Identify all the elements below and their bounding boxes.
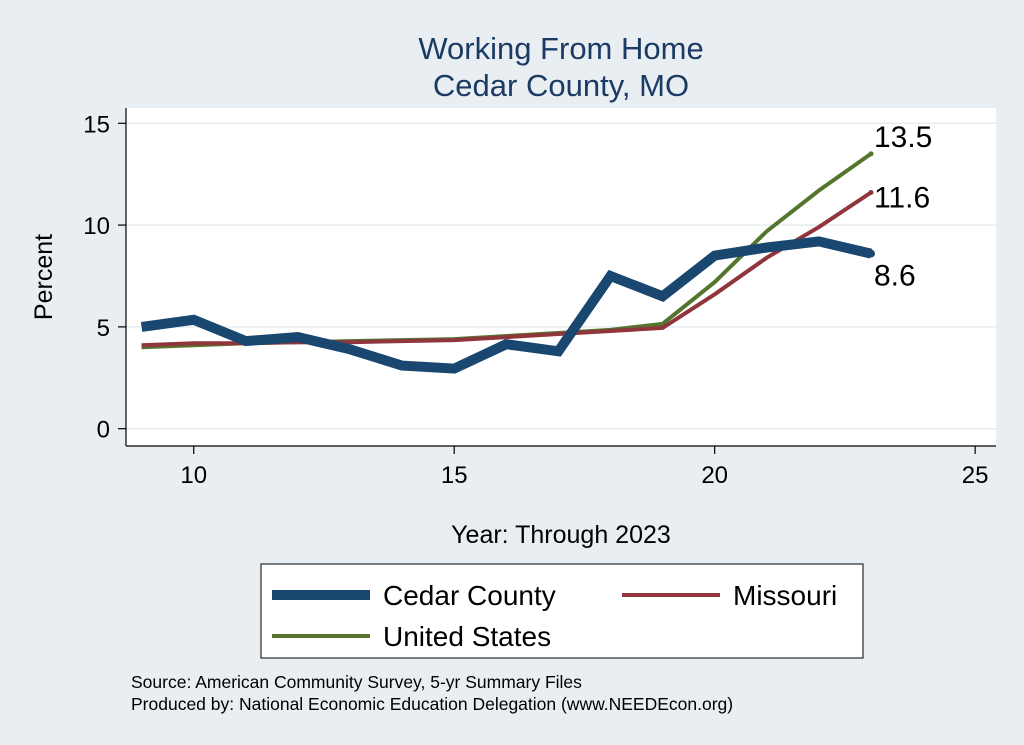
source-note: Source: American Community Survey, 5-yr … — [131, 672, 582, 692]
series-end-marker-united-states — [868, 151, 874, 157]
x-axis-title: Year: Through 2023 — [451, 521, 671, 549]
legend-label-missouri: Missouri — [733, 580, 837, 611]
chart-subtitle: Cedar County, MO — [433, 68, 689, 103]
plot-area — [126, 108, 996, 446]
legend-box — [260, 563, 864, 659]
y-axis-title: Percent — [30, 234, 58, 320]
end-label-missouri: 11.6 — [874, 182, 930, 215]
y-tick-label-5: 5 — [97, 315, 110, 342]
y-tick-label-10: 10 — [83, 213, 110, 240]
end-label-united-states: 13.5 — [874, 121, 932, 154]
legend: Cedar County Missouri United States — [272, 580, 837, 652]
end-label-cedar-county: 8.6 — [874, 260, 916, 293]
legend-label-cedar-county: Cedar County — [383, 580, 556, 611]
series-end-marker-cedar-county — [866, 249, 875, 258]
producer-note: Produced by: National Economic Education… — [131, 694, 733, 714]
y-tick-label-0: 0 — [97, 417, 110, 444]
axes: 0 5 10 15 10 15 20 25 — [83, 108, 996, 489]
series-lines — [140, 151, 875, 374]
series-line-cedar-county — [140, 236, 873, 374]
grid-lines — [126, 122, 996, 430]
x-tick-label-25: 25 — [962, 462, 989, 489]
x-tick-label-15: 15 — [441, 462, 468, 489]
series-end-marker-missouri — [868, 190, 874, 195]
y-tick-label-15: 15 — [83, 111, 110, 138]
x-tick-label-20: 20 — [701, 462, 728, 489]
x-tick-label-10: 10 — [180, 462, 207, 489]
chart-title: Working From Home — [418, 31, 703, 66]
legend-label-united-states: United States — [383, 621, 551, 652]
end-labels: 8.6 11.6 13.5 — [874, 121, 932, 293]
